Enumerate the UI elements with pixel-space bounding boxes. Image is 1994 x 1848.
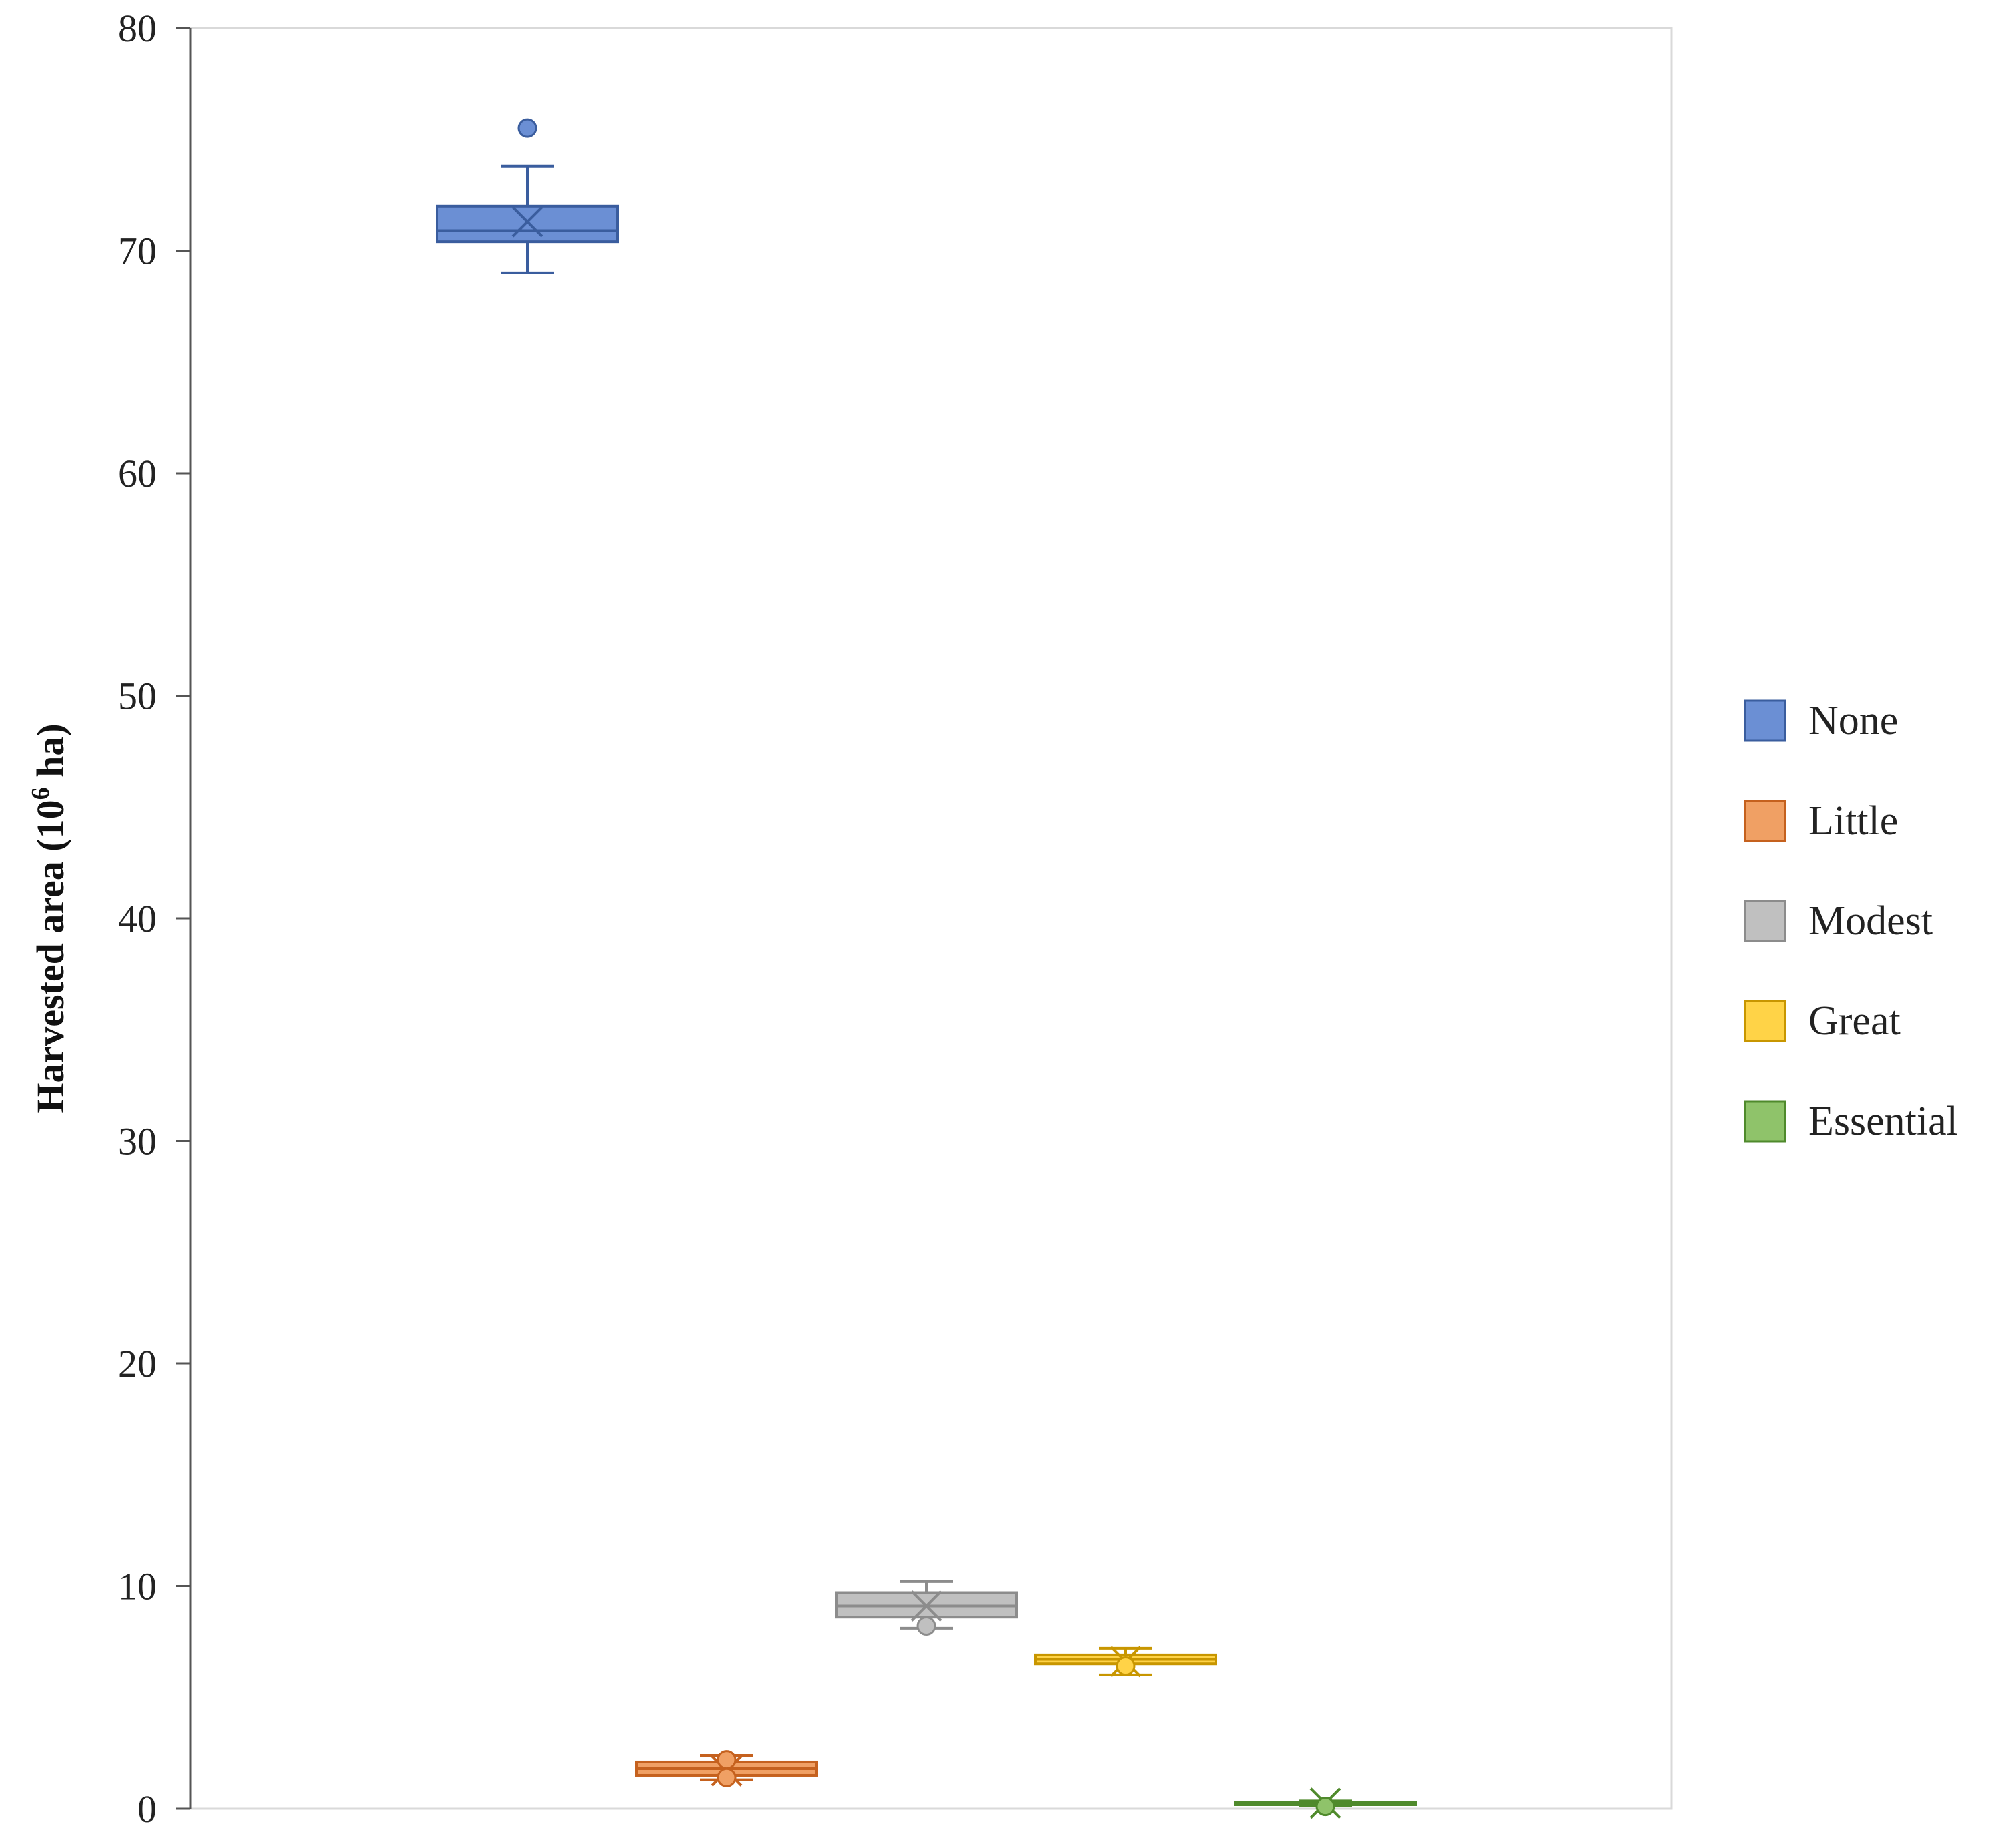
- mean-marker: [910, 1590, 942, 1622]
- y-tick-label: 70: [118, 230, 157, 273]
- box-series-group: [436, 118, 1417, 1819]
- legend-swatch-great: [1744, 1000, 1786, 1042]
- legend-label-none: None: [1808, 698, 1898, 743]
- outlier-point: [717, 1767, 737, 1787]
- legend-swatch-little: [1744, 800, 1786, 842]
- legend-swatch-modest: [1744, 900, 1786, 942]
- y-tick-label: 0: [137, 1787, 157, 1831]
- legend-swatch-essential: [1744, 1100, 1786, 1143]
- outlier-point: [916, 1616, 936, 1636]
- outlier-point: [517, 118, 537, 138]
- outlier-point: [717, 1750, 737, 1770]
- y-tick-label: 10: [118, 1565, 157, 1608]
- mean-marker: [511, 206, 543, 238]
- y-tick-label: 40: [118, 897, 157, 940]
- y-tick-label: 50: [118, 675, 157, 718]
- y-tick-label: 80: [118, 7, 157, 50]
- box-none: [436, 118, 619, 274]
- outlier-point: [1116, 1656, 1136, 1676]
- legend-label-great: Great: [1808, 998, 1901, 1044]
- y-axis-title: Harvested area (106 ha): [27, 723, 72, 1113]
- legend: None Little Modest Great Essential: [1744, 698, 1958, 1144]
- y-tick-label: 30: [118, 1120, 157, 1163]
- plot-area-border: [189, 27, 1673, 1810]
- y-axis-ticks: 0 10 20 30 40 50 60 70 80: [118, 7, 190, 1831]
- box-essential: [1234, 1787, 1417, 1819]
- box-modest: [835, 1580, 1018, 1636]
- outlier-point: [1315, 1797, 1335, 1817]
- legend-label-essential: Essential: [1808, 1099, 1958, 1144]
- legend-label-modest: Modest: [1808, 898, 1933, 944]
- y-tick-label: 60: [118, 452, 157, 495]
- legend-label-little: Little: [1808, 798, 1898, 844]
- box-great: [1034, 1646, 1217, 1678]
- legend-swatch-none: [1744, 699, 1786, 742]
- iqr-box: [436, 204, 619, 244]
- box-little: [635, 1750, 818, 1787]
- y-tick-label: 20: [118, 1342, 157, 1385]
